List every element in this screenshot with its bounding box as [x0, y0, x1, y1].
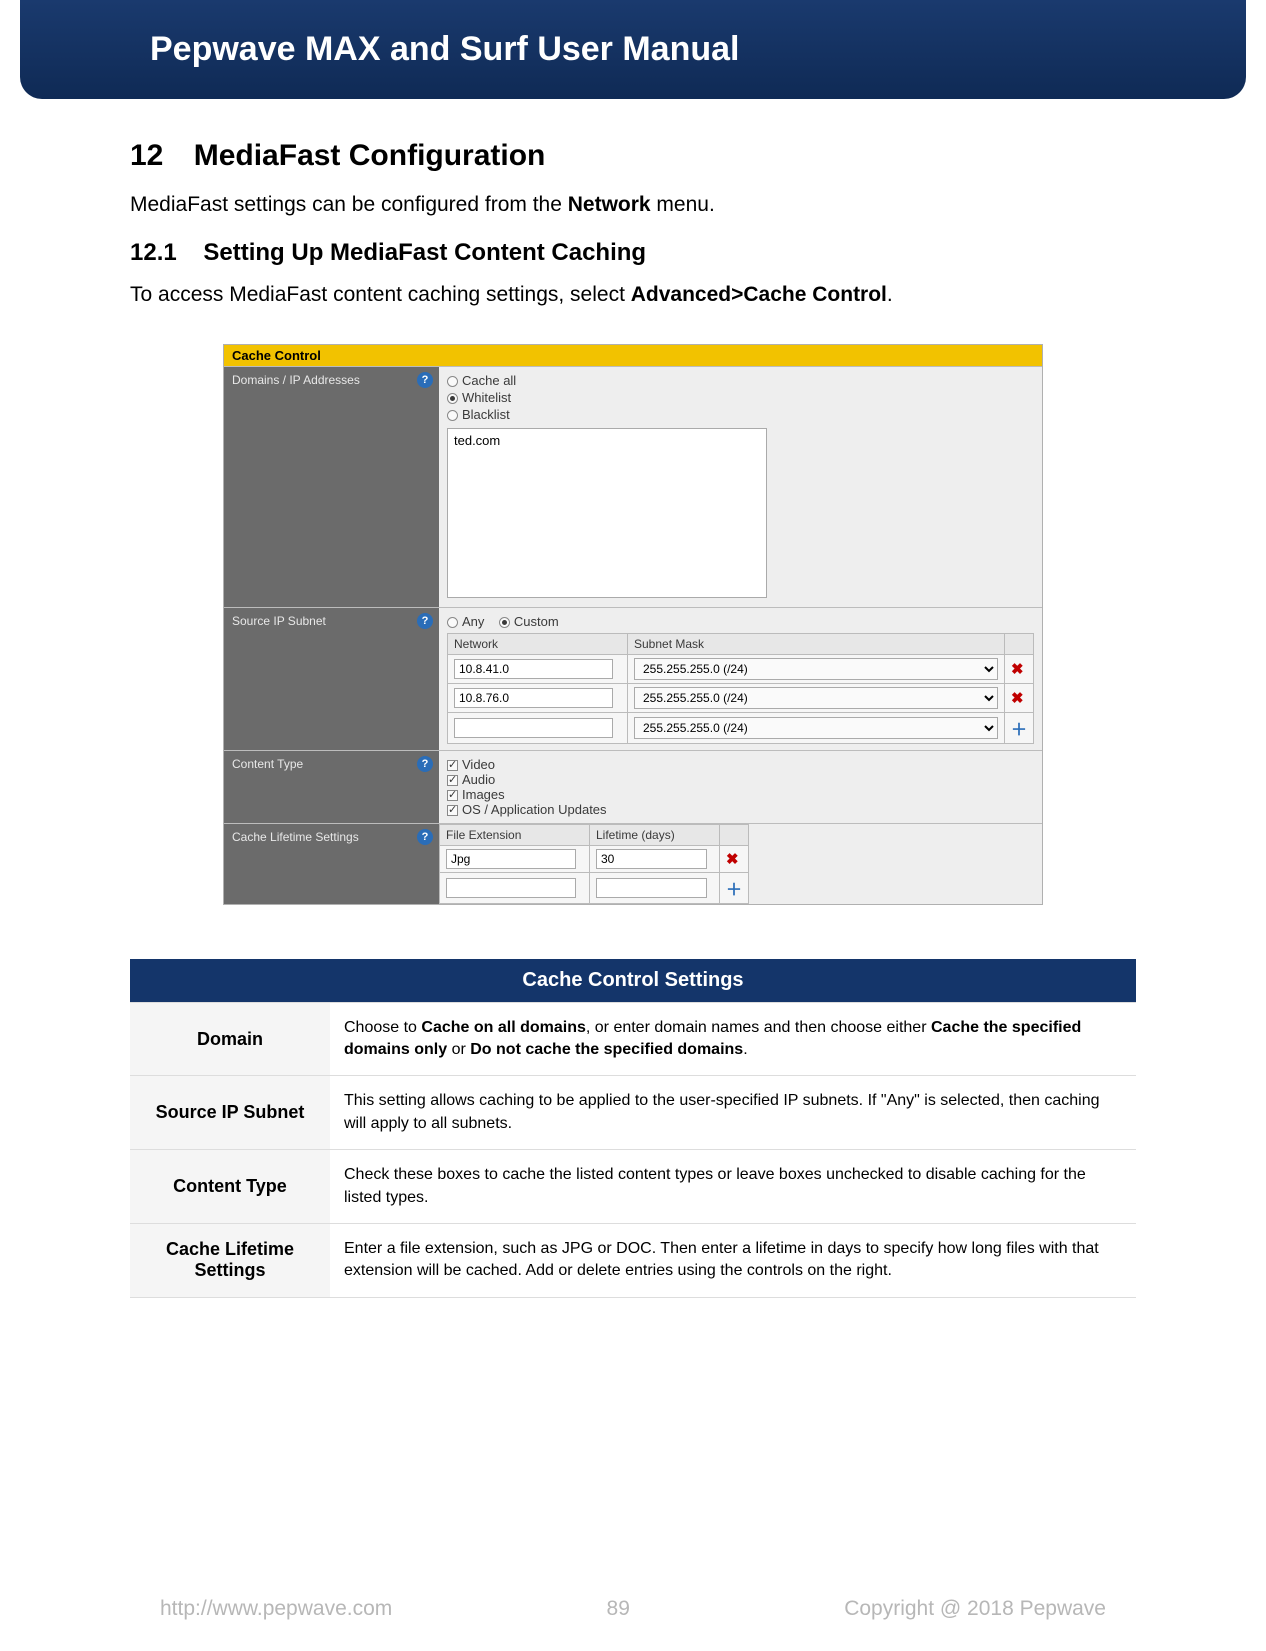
lifetime-col-ext: File Extension: [440, 824, 590, 845]
row-desc: This setting allows caching to be applie…: [330, 1076, 1136, 1150]
table-row: Domain Choose to Cache on all domains, o…: [130, 1002, 1136, 1076]
mask-select[interactable]: 255.255.255.0 (/24): [634, 717, 998, 739]
document-page: Pepwave MAX and Surf User Manual 12 Medi…: [0, 0, 1266, 1651]
help-icon[interactable]: ?: [417, 372, 433, 388]
network-input[interactable]: [454, 718, 613, 738]
subsection-title: Setting Up MediaFast Content Caching: [203, 239, 646, 266]
lifetime-label: Cache Lifetime Settings ?: [224, 824, 439, 904]
subnet-col-mask: Subnet Mask: [628, 633, 1005, 654]
subnet-col-network: Network: [448, 633, 628, 654]
table-row: Cache Lifetime Settings Enter a file ext…: [130, 1224, 1136, 1298]
footer-page-number: 89: [588, 1597, 648, 1621]
footer-copyright: Copyright @ 2018 Pepwave: [844, 1597, 1106, 1621]
ext-input[interactable]: [446, 878, 576, 898]
network-input[interactable]: [454, 688, 613, 708]
lifetime-field: File Extension Lifetime (days) ✖: [439, 824, 1042, 904]
row-desc: Choose to Cache on all domains, or enter…: [330, 1002, 1136, 1076]
content-type-row: Content Type ? Video Audio Images OS / A…: [224, 750, 1042, 823]
domains-label: Domains / IP Addresses ?: [224, 367, 439, 607]
radio-whitelist[interactable]: [447, 393, 458, 404]
radio-cache-all[interactable]: [447, 376, 458, 387]
settings-table-header: Cache Control Settings: [130, 959, 1136, 1003]
radio-any[interactable]: [447, 617, 458, 628]
content-area: 12 MediaFast Configuration MediaFast set…: [0, 99, 1266, 1448]
subsection-heading: 12.1 Setting Up MediaFast Content Cachin…: [130, 239, 1136, 267]
table-row: Source IP Subnet This setting allows cac…: [130, 1076, 1136, 1150]
lifetime-row-item: ＋: [440, 872, 749, 903]
row-key: Source IP Subnet: [130, 1076, 330, 1150]
domains-row: Domains / IP Addresses ? Cache all White…: [224, 366, 1042, 607]
row-key: Cache Lifetime Settings: [130, 1224, 330, 1298]
lifetime-row-item: ✖: [440, 845, 749, 872]
source-ip-field: Any Custom Network Subnet Mask 255.255.2…: [439, 608, 1042, 750]
chapter-heading: 12 MediaFast Configuration: [130, 139, 1136, 173]
panel-title: Cache Control: [224, 345, 1042, 366]
source-ip-label: Source IP Subnet ?: [224, 608, 439, 750]
intro-paragraph: MediaFast settings can be configured fro…: [130, 191, 1136, 219]
days-input[interactable]: [596, 849, 707, 869]
subnet-row: 255.255.255.0 (/24) ✖: [448, 654, 1034, 683]
delete-icon[interactable]: ✖: [726, 851, 739, 868]
row-desc: Enter a file extension, such as JPG or D…: [330, 1224, 1136, 1298]
delete-icon[interactable]: ✖: [1011, 661, 1024, 678]
subnet-row: 255.255.255.0 (/24) ✖: [448, 683, 1034, 712]
mask-select[interactable]: 255.255.255.0 (/24): [634, 687, 998, 709]
source-ip-row: Source IP Subnet ? Any Custom Network Su…: [224, 607, 1042, 750]
lifetime-row: Cache Lifetime Settings ? File Extension…: [224, 823, 1042, 904]
radio-custom[interactable]: [499, 617, 510, 628]
row-key: Domain: [130, 1002, 330, 1076]
row-key: Content Type: [130, 1150, 330, 1224]
network-input[interactable]: [454, 659, 613, 679]
help-icon[interactable]: ?: [417, 829, 433, 845]
delete-icon[interactable]: ✖: [1011, 690, 1024, 707]
sub-intro-paragraph: To access MediaFast content caching sett…: [130, 281, 1136, 309]
footer-url: http://www.pepwave.com: [160, 1597, 392, 1621]
domain-textarea[interactable]: [447, 428, 767, 598]
radio-blacklist[interactable]: [447, 410, 458, 421]
lifetime-col-days: Lifetime (days): [590, 824, 720, 845]
check-audio[interactable]: [447, 775, 458, 786]
add-icon[interactable]: ＋: [1011, 722, 1027, 739]
check-images[interactable]: [447, 790, 458, 801]
mask-select[interactable]: 255.255.255.0 (/24): [634, 658, 998, 680]
days-input[interactable]: [596, 878, 707, 898]
check-os-updates[interactable]: [447, 805, 458, 816]
content-type-label: Content Type ?: [224, 751, 439, 823]
chapter-title: MediaFast Configuration: [194, 139, 546, 172]
header-title: Pepwave MAX and Surf User Manual: [150, 30, 740, 68]
subnet-table: Network Subnet Mask 255.255.255.0 (/24) …: [447, 633, 1034, 744]
chapter-number: 12: [130, 139, 163, 173]
content-type-field: Video Audio Images OS / Application Upda…: [439, 751, 1042, 823]
add-icon[interactable]: ＋: [726, 882, 742, 899]
lifetime-table: File Extension Lifetime (days) ✖: [439, 824, 749, 904]
help-icon[interactable]: ?: [417, 613, 433, 629]
row-desc: Check these boxes to cache the listed co…: [330, 1150, 1136, 1224]
page-footer: http://www.pepwave.com 89 Copyright @ 20…: [0, 1597, 1266, 1621]
cache-control-screenshot: Cache Control Domains / IP Addresses ? C…: [223, 344, 1043, 905]
ext-input[interactable]: [446, 849, 576, 869]
check-video[interactable]: [447, 760, 458, 771]
help-icon[interactable]: ?: [417, 756, 433, 772]
table-row: Content Type Check these boxes to cache …: [130, 1150, 1136, 1224]
settings-description-table: Cache Control Settings Domain Choose to …: [130, 959, 1136, 1298]
subsection-number: 12.1: [130, 239, 177, 267]
header-bar: Pepwave MAX and Surf User Manual: [20, 0, 1246, 99]
domains-field: Cache all Whitelist Blacklist: [439, 367, 1042, 607]
subnet-row: 255.255.255.0 (/24) ＋: [448, 712, 1034, 743]
